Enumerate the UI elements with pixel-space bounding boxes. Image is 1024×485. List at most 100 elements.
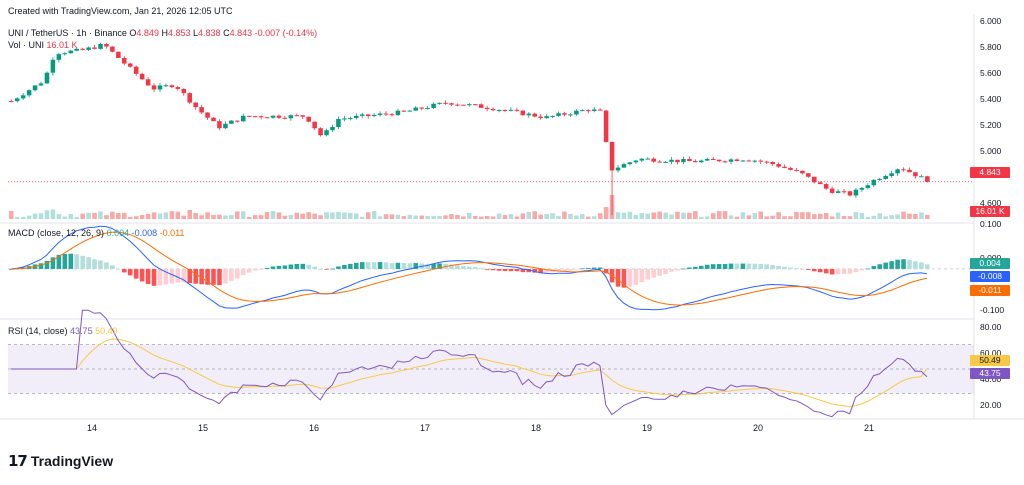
- volume-bar: [865, 216, 871, 219]
- volume-bar: [157, 213, 163, 219]
- volume-bar: [776, 212, 781, 219]
- macd-histogram-bar: [788, 267, 793, 269]
- candle-body: [395, 110, 401, 116]
- macd-histogram-bar: [175, 268, 181, 283]
- candle-body: [264, 117, 270, 119]
- volume-bar: [104, 215, 109, 219]
- volume-bar: [461, 216, 466, 219]
- candle-body: [782, 166, 787, 168]
- volume-bar: [752, 213, 758, 219]
- candle-body: [591, 109, 597, 111]
- macd-histogram-bar: [734, 263, 740, 269]
- volume-bar: [889, 215, 894, 219]
- symbol-name: UNI / TetherUS · 1h · Binance: [8, 28, 127, 38]
- candle-body: [425, 107, 430, 109]
- macd-histogram-bar: [633, 268, 639, 285]
- macd-histogram-bar: [764, 264, 769, 269]
- macd-histogram-bar: [235, 268, 240, 279]
- macd-histogram-bar: [199, 268, 204, 285]
- macd-histogram-bar: [728, 263, 734, 269]
- volume-legend[interactable]: Vol · UNI 16.01 K: [8, 40, 78, 50]
- created-caption: Created with TradingView.com, Jan 21, 20…: [8, 6, 233, 16]
- volume-bar: [324, 212, 329, 219]
- macd-histogram-bar: [562, 268, 567, 271]
- volume-bar: [901, 211, 906, 219]
- candle-body: [823, 184, 829, 189]
- volume-bar: [169, 211, 175, 219]
- volume-bar: [401, 216, 407, 219]
- candle-body: [443, 102, 448, 104]
- candle-body: [847, 191, 853, 196]
- candle-body: [235, 120, 240, 122]
- volume-bar: [330, 212, 335, 219]
- candle-body: [413, 107, 419, 111]
- candle-body: [252, 116, 258, 118]
- candle-body: [240, 115, 246, 122]
- volume-bar: [217, 214, 222, 219]
- macd-histogram-bar: [645, 268, 651, 280]
- macd-histogram-bar: [223, 268, 228, 284]
- volume-bar: [163, 212, 169, 219]
- rsi-axis-label: 20.00: [980, 400, 1002, 410]
- candle-body: [86, 47, 91, 50]
- macd-histogram-bar: [538, 268, 543, 274]
- macd-axis-label: 0.100: [980, 219, 1002, 229]
- macd-histogram-bar: [437, 263, 442, 269]
- volume-bar: [395, 214, 401, 219]
- symbol-legend[interactable]: UNI / TetherUS · 1h · Binance O4.849 H4.…: [8, 28, 317, 38]
- volume-bar: [92, 212, 97, 219]
- volume-bar: [871, 215, 877, 219]
- macd-legend[interactable]: MACD (close, 12, 26, 9) 0.004 -0.008 -0.…: [8, 228, 185, 238]
- volume-bar: [556, 216, 561, 219]
- macd-histogram-bar: [211, 268, 216, 285]
- tradingview-logo[interactable]: 17 TradingView: [8, 452, 113, 470]
- candle-body: [770, 161, 775, 165]
- volume-bar: [538, 214, 543, 219]
- macd-histogram-bar: [139, 268, 145, 282]
- rsi-legend[interactable]: RSI (14, close) 43.75 50.49: [8, 326, 118, 336]
- volume-bar: [199, 215, 204, 219]
- volume-bar: [597, 213, 603, 219]
- macd-histogram-bar: [871, 266, 877, 269]
- volume-bar: [496, 213, 502, 219]
- volume-bar: [472, 215, 478, 219]
- volume-bar: [812, 214, 817, 219]
- macd-histogram-bar: [580, 268, 585, 270]
- candle-body: [520, 110, 526, 116]
- volume-bar: [252, 215, 258, 219]
- volume-bar: [240, 211, 246, 219]
- volume-bar: [288, 214, 294, 219]
- time-axis-label: 17: [419, 423, 430, 433]
- macd-histogram-bar: [669, 268, 674, 272]
- price-axis-label: 5.800: [980, 42, 1002, 52]
- macd-histogram-bar: [687, 267, 692, 269]
- candle-body: [740, 160, 746, 162]
- candle-body: [401, 110, 407, 112]
- macd-histogram-bar: [461, 266, 466, 269]
- macd-hist-tag: 0.004: [970, 258, 1010, 269]
- macd-histogram-bar: [478, 268, 484, 270]
- macd-histogram-bar: [520, 268, 526, 273]
- candle-body: [258, 116, 264, 118]
- macd-histogram-bar: [472, 267, 478, 269]
- volume-bar: [389, 214, 395, 219]
- macd-histogram-bar: [348, 263, 353, 269]
- volume-bar: [151, 212, 157, 219]
- candle-body: [585, 110, 591, 112]
- volume-bar: [716, 211, 722, 219]
- volume-bar: [455, 214, 460, 219]
- macd-histogram-bar: [901, 259, 906, 269]
- volume-bar: [413, 215, 419, 219]
- macd-histogram-bar: [568, 268, 573, 271]
- volume-bar: [383, 214, 389, 219]
- volume-bar: [621, 212, 627, 219]
- macd-histogram-bar: [710, 264, 716, 269]
- macd-signal-line: [10, 231, 928, 306]
- candle-body: [699, 160, 704, 163]
- macd-histogram-bar: [829, 268, 835, 275]
- volume-bar: [38, 213, 44, 219]
- macd-histogram-bar: [229, 268, 234, 281]
- volume-bar: [913, 213, 918, 219]
- rsi-value: 43.75: [70, 326, 93, 336]
